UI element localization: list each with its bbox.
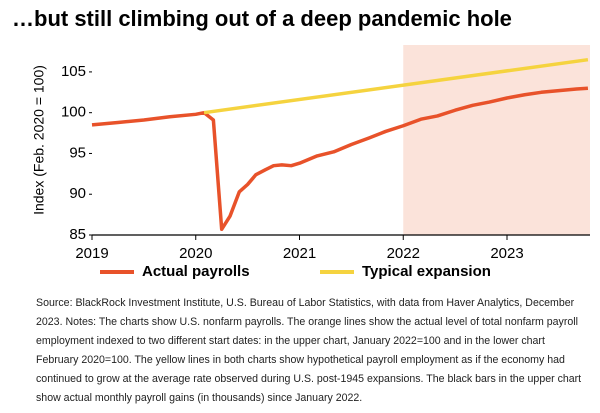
x-tick-label: 2022 [387, 245, 420, 262]
x-tick-label: 2021 [283, 245, 316, 262]
y-tick-label: 95 [69, 144, 86, 161]
shaded-region [403, 45, 590, 235]
y-tick-label: 100 [61, 104, 86, 121]
y-tick-label: 90 [69, 185, 86, 202]
x-tick-label: 2019 [75, 245, 108, 262]
y-tick-label: 85 [69, 226, 86, 243]
chart-title: …but still climbing out of a deep pandem… [12, 6, 512, 31]
legend-label: Typical expansion [362, 263, 491, 280]
y-axis-label: Index (Feb. 2020 = 100) [31, 65, 47, 215]
chart: …but still climbing out of a deep pandem… [12, 6, 590, 280]
series-line [203, 57, 589, 115]
series-line [91, 86, 589, 232]
y-tick-label: 105 [61, 63, 86, 80]
x-tick-label: 2023 [490, 245, 523, 262]
source-note: Source: BlackRock Investment Institute, … [36, 297, 582, 404]
x-tick-label: 2020 [179, 245, 212, 262]
legend-label: Actual payrolls [142, 263, 250, 280]
